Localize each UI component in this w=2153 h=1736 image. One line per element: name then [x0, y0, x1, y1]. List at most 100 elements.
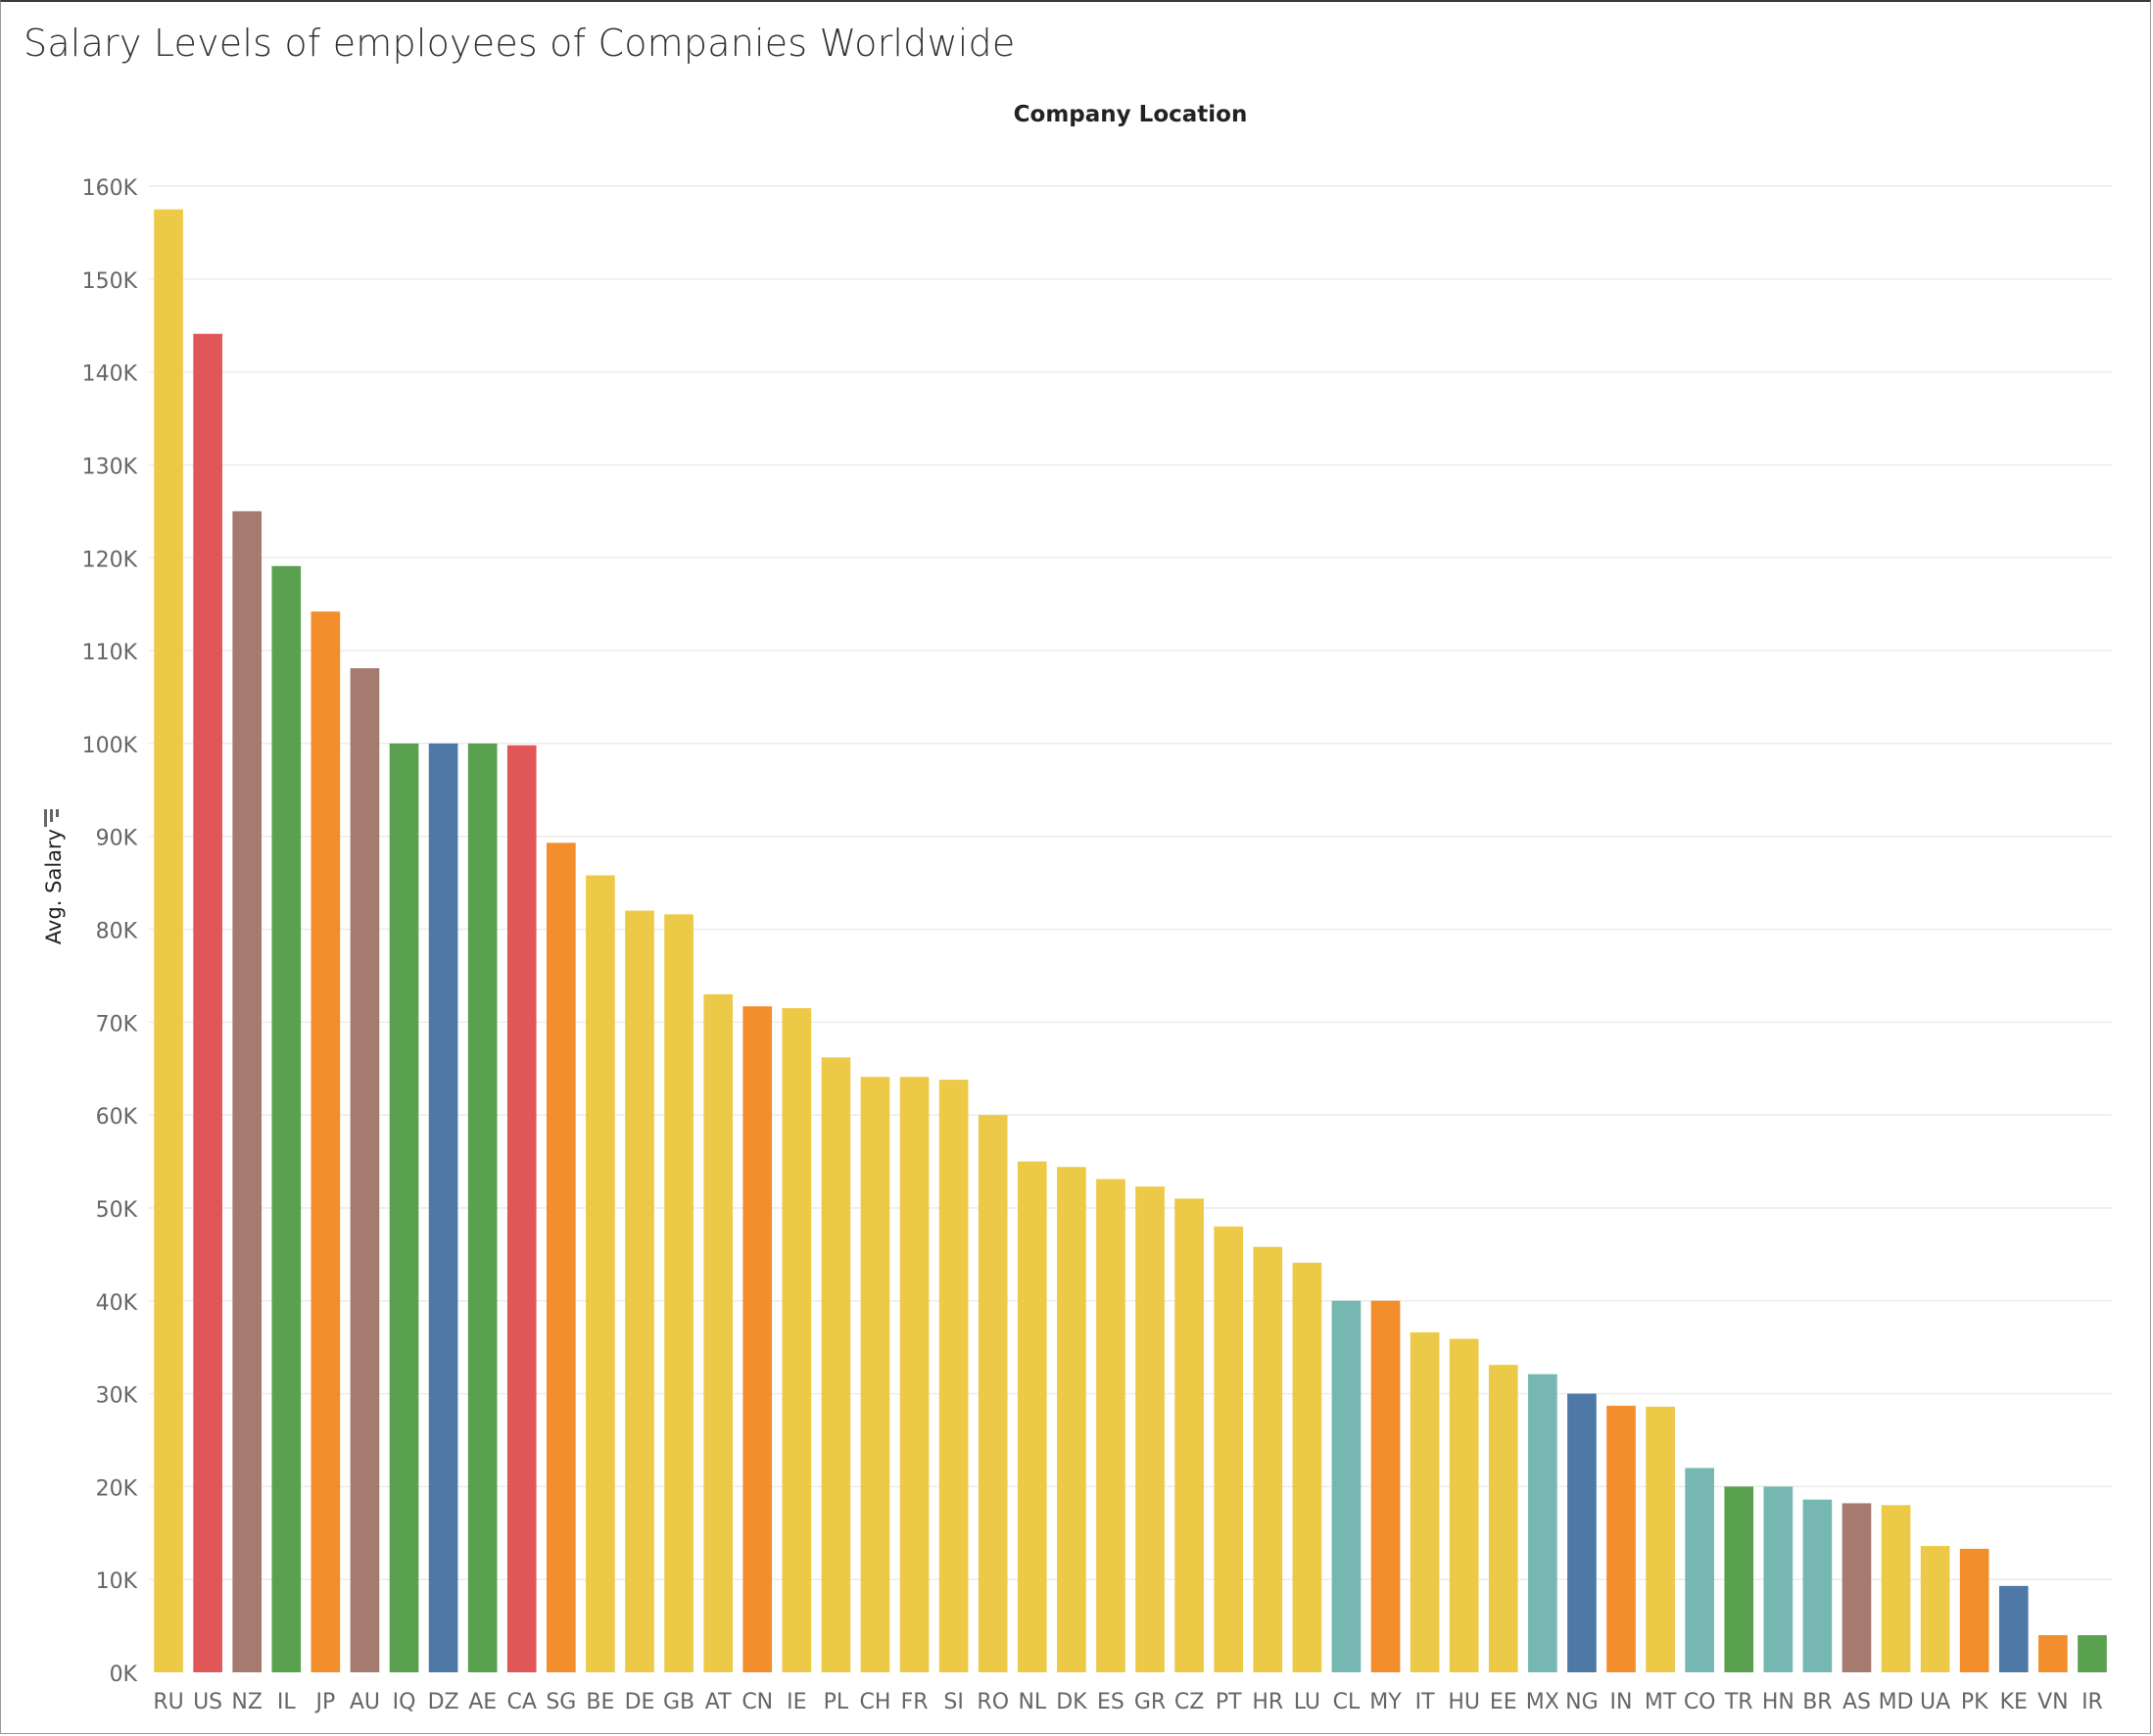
- bar-br[interactable]: [1802, 1499, 1833, 1672]
- x-tick-label: NL: [1018, 1690, 1046, 1714]
- x-tick-label: EE: [1490, 1690, 1517, 1714]
- bar-ie[interactable]: [782, 1008, 812, 1672]
- bars: [154, 209, 2107, 1673]
- bar-as[interactable]: [1842, 1503, 1872, 1672]
- bar-mt[interactable]: [1646, 1406, 1675, 1672]
- bar-ru[interactable]: [154, 209, 183, 1672]
- bar-mx[interactable]: [1528, 1374, 1557, 1672]
- bar-sg[interactable]: [547, 843, 576, 1672]
- bar-ir[interactable]: [2078, 1635, 2107, 1672]
- x-tick-label: IT: [1415, 1690, 1435, 1714]
- y-tick-label: 80K: [96, 920, 138, 944]
- bar-cn[interactable]: [742, 1006, 773, 1672]
- bar-fr[interactable]: [899, 1077, 930, 1672]
- x-tick-label: CO: [1684, 1690, 1716, 1714]
- bar-lu[interactable]: [1292, 1262, 1322, 1672]
- x-tick-label: LU: [1294, 1690, 1320, 1714]
- bar-vn[interactable]: [2038, 1635, 2068, 1672]
- x-tick-label: MX: [1526, 1690, 1559, 1714]
- y-tick-label: 140K: [82, 362, 138, 387]
- bar-ro[interactable]: [978, 1115, 1008, 1672]
- x-tick-label: IR: [2081, 1690, 2103, 1714]
- bar-hr[interactable]: [1253, 1246, 1283, 1672]
- bar-nz[interactable]: [232, 510, 263, 1672]
- bar-at[interactable]: [703, 993, 733, 1672]
- bar-de[interactable]: [625, 910, 654, 1672]
- bar-tr[interactable]: [1724, 1486, 1754, 1672]
- x-tick-label: TR: [1724, 1690, 1753, 1714]
- bar-jp[interactable]: [311, 611, 341, 1673]
- bar-ua[interactable]: [1920, 1546, 1950, 1672]
- bar-ch[interactable]: [860, 1077, 890, 1672]
- x-tick-label: AT: [705, 1690, 732, 1714]
- bar-md[interactable]: [1881, 1505, 1911, 1672]
- bar-be[interactable]: [586, 875, 615, 1672]
- bar-pk[interactable]: [1959, 1548, 1989, 1672]
- y-tick-label: 30K: [96, 1384, 138, 1409]
- x-tick-label: AU: [350, 1690, 380, 1714]
- x-tick-label: MD: [1879, 1690, 1914, 1714]
- y-tick-label: 0K: [110, 1663, 138, 1687]
- bar-gb[interactable]: [664, 914, 694, 1672]
- y-tick-label: 70K: [96, 1012, 138, 1037]
- y-tick-label: 160K: [82, 176, 138, 201]
- x-tick-label: MT: [1645, 1690, 1677, 1714]
- bar-pl[interactable]: [821, 1057, 851, 1672]
- x-tick-label: JP: [313, 1690, 335, 1714]
- x-tick-label: AE: [468, 1690, 497, 1714]
- bar-ng[interactable]: [1567, 1393, 1597, 1672]
- y-tick-label: 110K: [82, 641, 138, 665]
- bar-my[interactable]: [1370, 1300, 1401, 1672]
- x-tick-label: HU: [1448, 1690, 1480, 1714]
- sort-descending-icon[interactable]: [44, 809, 59, 827]
- x-tick-label: DZ: [428, 1690, 459, 1714]
- x-tick-label: GR: [1134, 1690, 1166, 1714]
- bar-ke[interactable]: [1998, 1585, 2029, 1672]
- y-tick-label: 100K: [82, 734, 138, 758]
- y-axis: 0K 10K 20K 30K 40K 50K 60K 70K 80K 90K 100K 110K 120…: [82, 176, 138, 1687]
- x-tick-label: IN: [1610, 1690, 1633, 1714]
- x-tick-label: CN: [742, 1690, 773, 1714]
- bar-dk[interactable]: [1057, 1167, 1086, 1672]
- x-tick-label: CH: [860, 1690, 891, 1714]
- y-tick-label: 150K: [82, 269, 138, 294]
- bar-ca[interactable]: [506, 745, 537, 1672]
- x-tick-label: HR: [1252, 1690, 1283, 1714]
- bar-au[interactable]: [350, 668, 380, 1672]
- x-tick-label: IE: [787, 1690, 806, 1714]
- bar-hn[interactable]: [1763, 1486, 1794, 1672]
- x-tick-label: BE: [586, 1690, 614, 1714]
- y-tick-label: 130K: [82, 455, 138, 479]
- x-tick-label: BR: [1802, 1690, 1832, 1714]
- bar-hu[interactable]: [1449, 1338, 1479, 1672]
- x-axis: RU US NZ IL JP AU IQ DZ AE CA SG BE DE GB AT CN IE PL CH FR…: [153, 1690, 2103, 1714]
- bar-pt[interactable]: [1214, 1226, 1244, 1672]
- bar-iq[interactable]: [389, 743, 419, 1672]
- x-tick-label: FR: [901, 1690, 929, 1714]
- bar-cz[interactable]: [1174, 1198, 1204, 1672]
- x-tick-label: SG: [546, 1690, 576, 1714]
- x-tick-label: NZ: [231, 1690, 263, 1714]
- x-tick-label: PT: [1216, 1690, 1242, 1714]
- y-axis-title: Avg. Salary: [42, 829, 66, 944]
- bar-it[interactable]: [1410, 1331, 1440, 1672]
- bar-es[interactable]: [1096, 1179, 1125, 1672]
- bar-cl[interactable]: [1331, 1300, 1362, 1672]
- bar-nl[interactable]: [1017, 1161, 1047, 1672]
- bar-gr[interactable]: [1135, 1186, 1165, 1672]
- bar-ae[interactable]: [467, 743, 498, 1672]
- x-tick-label: AS: [1842, 1690, 1871, 1714]
- bar-co[interactable]: [1685, 1468, 1714, 1672]
- bar-il[interactable]: [271, 565, 302, 1672]
- x-tick-label: IL: [277, 1690, 296, 1714]
- bar-in[interactable]: [1606, 1405, 1636, 1672]
- x-tick-label: CZ: [1174, 1690, 1204, 1714]
- bar-dz[interactable]: [428, 743, 458, 1672]
- bar-si[interactable]: [938, 1080, 969, 1672]
- bar-ee[interactable]: [1488, 1365, 1518, 1672]
- x-tick-label: GB: [663, 1690, 694, 1714]
- x-tick-label: VN: [2037, 1690, 2069, 1714]
- bar-us[interactable]: [193, 333, 222, 1673]
- x-tick-label: SI: [943, 1690, 963, 1714]
